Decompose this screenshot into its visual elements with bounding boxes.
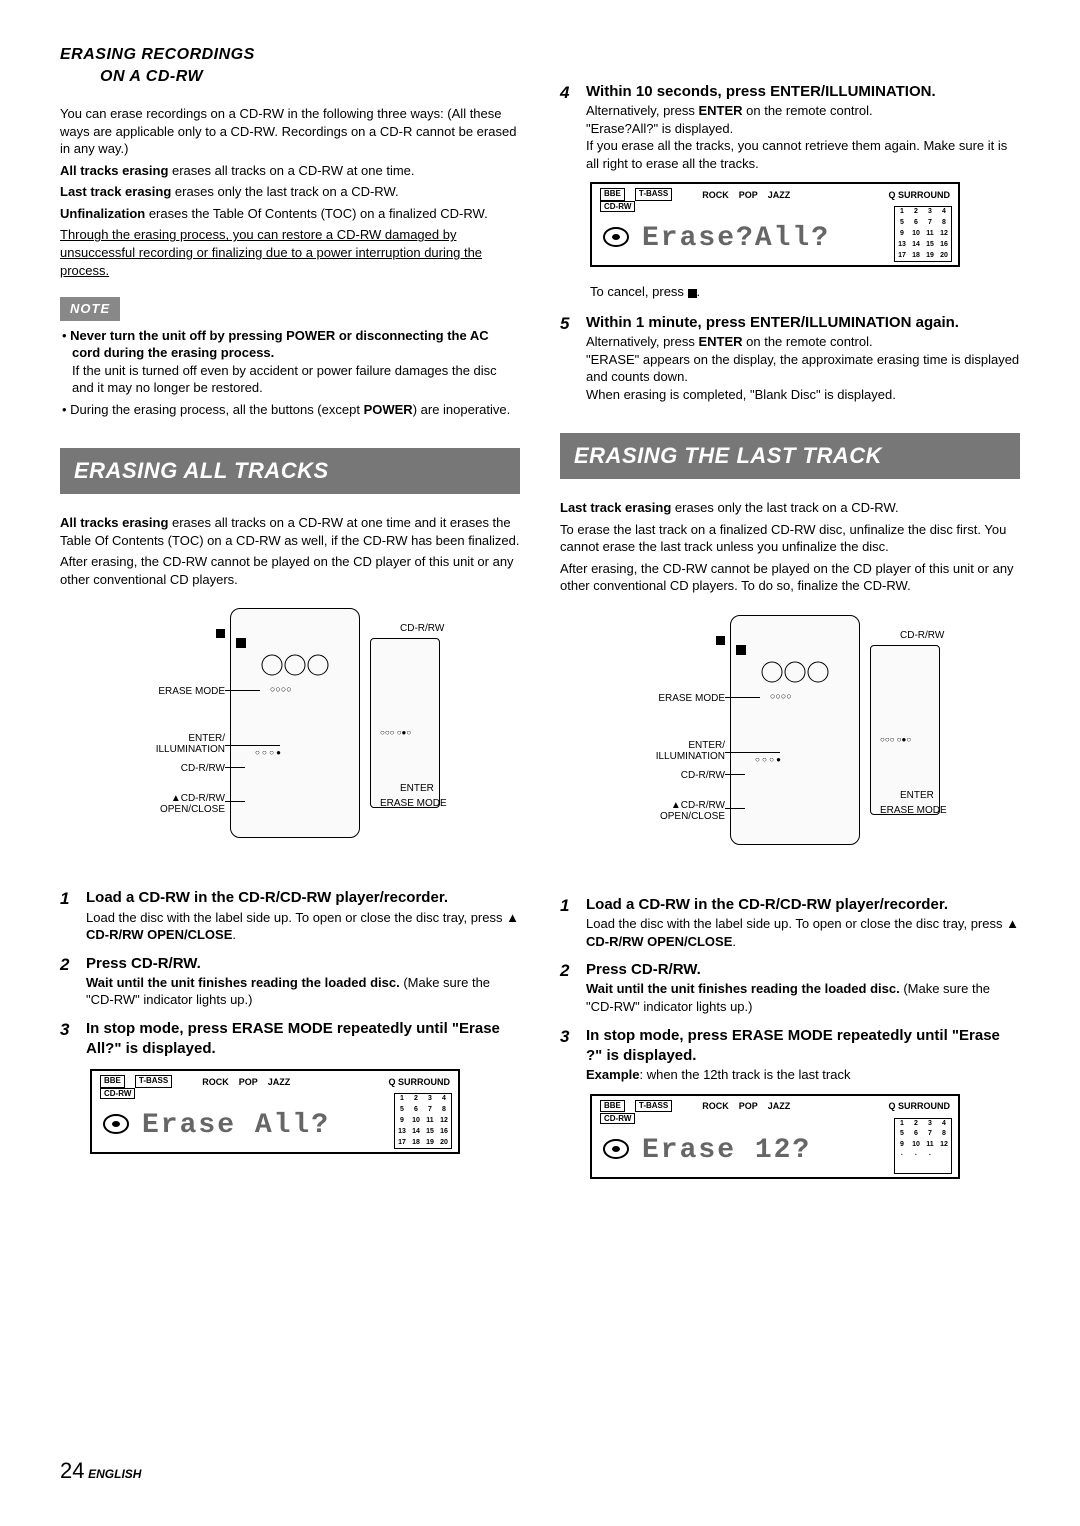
ea-s4-d1: Alternatively, press ENTER on the remote… [586,102,1020,120]
label-erase-mode-r: ERASE MODE [380,798,447,809]
ea-intro-b: All tracks erasing [60,515,168,530]
section-header-erasing: ERASING RECORDINGS ON A CD-RW [60,40,520,91]
step-num-5: 5 [560,313,576,403]
page-footer: 24 ENGLISH [60,1456,141,1486]
stop-icon [688,289,697,298]
el-step-2: 2 Press CD-R/RW. Wait until the unit fin… [560,960,1020,1015]
lcd-display-1: BBE T-BASS ROCK POP JAZZ Q SURROUND CD-R… [90,1069,460,1154]
disc-icon [602,226,630,248]
step-num-3: 3 [60,1019,76,1060]
step-num-1: 1 [60,888,76,943]
ea-s5-title: Within 1 minute, press ENTER/ILLUMINATIO… [586,313,1020,333]
ea-s3-title: In stop mode, press ERASE MODE repeatedl… [86,1019,520,1060]
note-b1a: Never turn the unit off by pressing POWE… [70,328,488,361]
disc-icon [102,1113,130,1135]
page-columns: ERASING RECORDINGS ON A CD-RW You can er… [60,40,1020,1195]
erase-all-intro2: After erasing, the CD-RW cannot be playe… [60,553,520,588]
ea-s2-text: Wait until the unit finishes reading the… [86,974,520,1009]
ea-s2-title: Press CD-R/RW. [86,954,520,974]
lcd-pop: POP [239,1076,258,1088]
label-erase-mode: ERASE MODE [120,686,225,697]
el-intro3: After erasing, the CD-RW cannot be playe… [560,560,1020,595]
label-enter: ENTER [400,783,434,794]
lcd-main-1: Erase All? [142,1107,330,1145]
erase-last-header: ERASING THE LAST TRACK [560,433,1020,479]
el-intro: Last track erasing erases only the last … [560,499,1020,517]
erase-all-intro: All tracks erasing erases all tracks on … [60,514,520,549]
ea-s5-d4: "ERASE" appears on the display, the appr… [586,351,1020,386]
erase-all-header: ERASING ALL TRACKS [60,448,520,494]
intro-last-t: erases only the last track on a CD-RW. [171,184,398,199]
ea-s5-d5: When erasing is completed, "Blank Disc" … [586,386,1020,404]
page-number: 24 [60,1458,84,1483]
ea-step-3: 3 In stop mode, press ERASE MODE repeate… [60,1019,520,1060]
ea-s1-text: Load the disc with the label side up. To… [86,909,520,944]
lcd-qsurr: Q SURROUND [388,1076,450,1088]
el-intro2: To erase the last track on a finalized C… [560,521,1020,556]
lcd-main-2: Erase?All? [642,220,830,258]
label-enter-illum: ENTER/ILLUMINATION [120,733,225,755]
header-line1: ERASING RECORDINGS [60,46,255,63]
note-bullet-1: • Never turn the unit off by pressing PO… [60,327,520,397]
intro-unfin: Unfinalization erases the Table Of Conte… [60,205,520,223]
ea-step-1: 1 Load a CD-RW in the CD-R/CD-RW player/… [60,888,520,943]
intro-unfin-b: Unfinalization [60,206,145,221]
stop-icon [716,636,725,645]
intro-last: Last track erasing erases only the last … [60,183,520,201]
note-bullet-2: • During the erasing process, all the bu… [60,401,520,419]
page-lang: ENGLISH [88,1467,141,1481]
ea-s1-title: Load a CD-RW in the CD-R/CD-RW player/re… [86,888,520,908]
ea-step-5: 5 Within 1 minute, press ENTER/ILLUMINAT… [560,313,1020,403]
step-num-2: 2 [60,954,76,1009]
note-b2a: During the erasing process, all the butt… [70,402,363,417]
ea-s5-d1: Alternatively, press ENTER on the remote… [586,333,1020,351]
ea-step-4: 4 Within 10 seconds, press ENTER/ILLUMIN… [560,82,1020,172]
ea-s4-d4: "Erase?All?" is displayed. [586,120,1020,138]
lcd-track-grid: 1234567891011121314151617181920 [894,206,952,262]
intro-last-b: Last track erasing [60,184,171,199]
ea-s4-title: Within 10 seconds, press ENTER/ILLUMINAT… [586,82,1020,102]
lcd-track-grid-12: 123456789101112··· [894,1118,952,1174]
intro-underline: Through the erasing process, you can res… [60,226,520,279]
intro-all-b: All tracks erasing [60,163,168,178]
note-b2c: ) are inoperative. [413,402,511,417]
cancel-text: To cancel, press . [590,283,1020,301]
left-column: ERASING RECORDINGS ON A CD-RW You can er… [60,40,520,1195]
label-cdrrw: CD-R/RW [120,763,225,774]
lcd-tbass: T-BASS [135,1075,172,1088]
note-badge: NOTE [60,297,120,321]
disc-icon [602,1138,630,1160]
el-step-1: 1 Load a CD-RW in the CD-R/CD-RW player/… [560,895,1020,950]
lcd-display-3: BBE T-BASS ROCK POP JAZZ Q SURROUND CD-R… [590,1094,960,1179]
lcd-track-grid: 1234567891011121314151617181920 [394,1093,452,1149]
lcd-rock: ROCK [202,1076,229,1088]
ea-step-2: 2 Press CD-R/RW. Wait until the unit fin… [60,954,520,1009]
device-diagram-1: ○○○○ ○ ○ ○ ● ○○○ ○●○ ERASE MODE ENTER/IL… [120,598,460,868]
device-diagram-2: ○○○○ ○ ○ ○ ● ○○○ ○●○ ERASE MODE ENTER/IL… [620,605,960,875]
label-open-close: ▲CD-R/RWOPEN/CLOSE [120,793,225,815]
ea-s4-d5: If you erase all the tracks, you cannot … [586,137,1020,172]
lcd-display-2: BBE T-BASS ROCK POP JAZZ Q SURROUND CD-R… [590,182,960,267]
label-cdrrw-top: CD-R/RW [400,623,444,634]
lcd-cdrw: CD-RW [100,1088,135,1099]
header-line2: ON A CD-RW [60,66,520,88]
stop-icon [216,629,225,638]
note-b2b: POWER [364,402,413,417]
lcd-bbe: BBE [100,1075,125,1088]
step-num-4: 4 [560,82,576,172]
lcd-jazz: JAZZ [268,1076,291,1088]
intro-all-t: erases all tracks on a CD-RW at one time… [168,163,414,178]
intro-unfin-t: erases the Table Of Contents (TOC) on a … [145,206,487,221]
note-b1b: If the unit is turned off even by accide… [72,363,497,396]
right-column: 4 Within 10 seconds, press ENTER/ILLUMIN… [560,40,1020,1195]
intro-all: All tracks erasing erases all tracks on … [60,162,520,180]
el-step-3: 3 In stop mode, press ERASE MODE repeate… [560,1026,1020,1084]
intro-p1: You can erase recordings on a CD-RW in t… [60,105,520,158]
lcd-main-3: Erase 12? [642,1132,811,1170]
